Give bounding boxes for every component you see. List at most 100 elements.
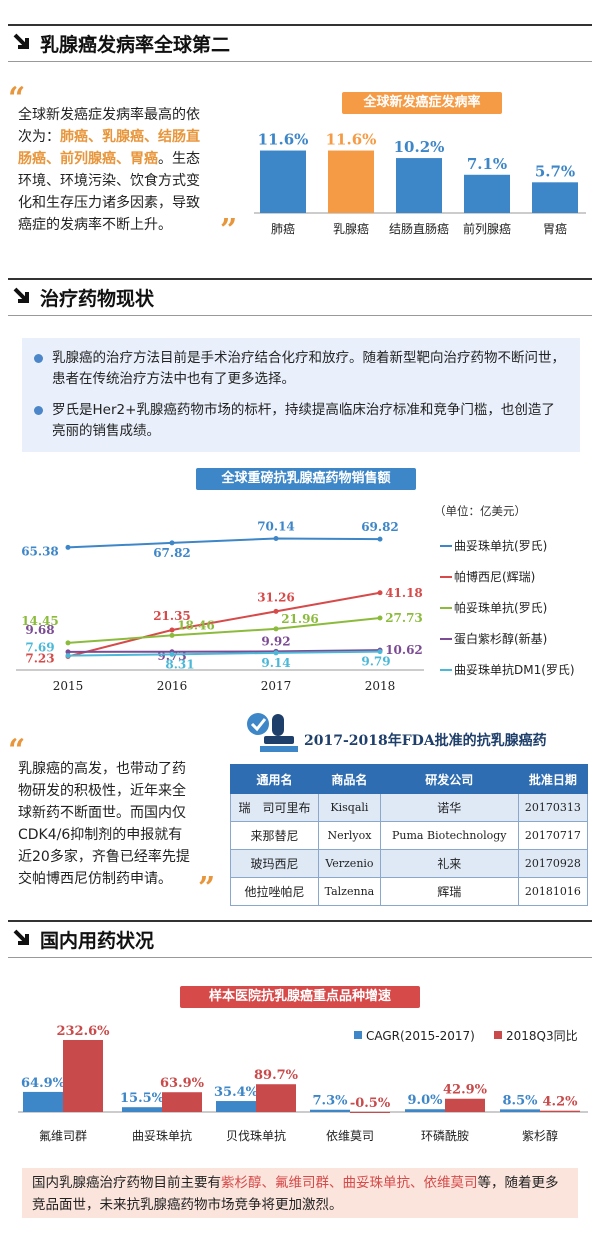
intro-line: 次为：肺癌、乳腺癌、结肠直 — [18, 126, 238, 148]
fda-table-title: 2017-2018年FDA批准的抗乳腺癌药 — [304, 733, 547, 749]
data-point — [273, 608, 279, 614]
bar — [162, 1092, 202, 1112]
table-cell: 来那替尼 — [229, 821, 320, 850]
data-label: 9.14 — [261, 656, 290, 670]
table-cell: Nerlyox — [318, 821, 381, 850]
table-cell: 他拉唑帕尼 — [229, 877, 320, 906]
data-label: 14.45 — [21, 614, 59, 628]
bar — [63, 1040, 103, 1112]
bar — [328, 150, 374, 213]
data-point — [377, 536, 383, 542]
data-label: 27.73 — [385, 611, 423, 625]
legend-label: 曲妥珠单抗DM1(罗氏) — [454, 662, 575, 677]
section-header-treatment: 治疗药物现状 — [0, 278, 600, 316]
data-label: 7.3% — [313, 1094, 349, 1109]
intro-line: 环境、环境污染、饮食方式变 — [18, 173, 200, 189]
bar — [122, 1107, 162, 1112]
data-label: 65.38 — [21, 544, 59, 558]
divider — [8, 61, 592, 62]
data-point — [377, 649, 383, 655]
rd-line: 物研发的积极性，近年来全 — [18, 783, 186, 799]
x-tick-label: 2016 — [157, 679, 188, 693]
table-row: 瑞 司可里布 Kisqali 诺华 20170313 — [229, 793, 589, 822]
intro-line: 癌症的发病率不断上升。 — [18, 217, 172, 233]
table-cell: Talzenna — [318, 877, 381, 906]
category-label: 肺癌 — [271, 221, 295, 236]
legend-swatch — [354, 1031, 362, 1039]
rd-line: 近20多家，齐鲁已经率先提 — [18, 849, 190, 865]
note-highlight: 紫杉醇、氟维司群、曲妥珠单抗、依维莫司 — [221, 1175, 478, 1191]
table-row: 来那替尼 Nerlyox Puma Biotechnology 20170717 — [229, 821, 589, 850]
legend-label: 帕妥珠单抗(罗氏) — [454, 600, 547, 615]
incidence-bar-chart: 11.6% 肺癌 11.6% 乳腺癌 10.2% 结肠直肠癌 7.1% 前列腺癌 5.7% 胃癌 — [254, 131, 586, 236]
divider — [8, 315, 592, 316]
data-label: 42.9% — [443, 1083, 488, 1098]
bar — [405, 1109, 445, 1112]
data-label: 9.68 — [25, 623, 54, 637]
category-label: 紫杉醇 — [522, 1128, 558, 1143]
x-tick-label: 2018 — [365, 679, 396, 693]
table-cell: 20170313 — [517, 793, 589, 822]
data-label: 31.26 — [257, 590, 295, 604]
table-cell: Verzenio — [318, 849, 381, 878]
bar — [260, 150, 306, 213]
table-cell: Kisqali — [318, 793, 381, 822]
legend-label: 2018Q3同比 — [506, 1029, 578, 1043]
category-label: 氟维司群 — [39, 1129, 87, 1143]
legend-swatch — [494, 1031, 502, 1039]
category-label: 曲妥珠单抗 — [132, 1128, 192, 1143]
series-line — [67, 537, 381, 549]
bar — [23, 1091, 63, 1112]
data-label: 9.0% — [408, 1093, 444, 1108]
data-label: 9.92 — [261, 634, 290, 648]
data-label: 5.7% — [535, 162, 575, 180]
bullet-item: 乳腺癌的治疗方法目前是手术治疗结合化疗和放疗。随着新型靶向治疗药物不断问世，患者… — [34, 348, 566, 390]
x-tick-label: 2017 — [261, 679, 292, 693]
legend-label: 曲妥珠单抗(罗氏) — [454, 538, 547, 553]
section-header-domestic: 国内用药状况 — [0, 920, 600, 958]
arrow-down-right-icon — [13, 929, 29, 945]
column-header: 研发公司 — [379, 764, 519, 794]
data-label: 8.31 — [165, 657, 194, 671]
rd-line: CDK4/6抑制剂的申报就有 — [18, 827, 183, 843]
fda-approval-table: 通用名 商品名 研发公司 批准日期 瑞 司可里布 Kisqali 诺华 2017… — [229, 764, 589, 906]
data-point — [377, 615, 383, 621]
section-title: 乳腺癌发病率全球第二 — [40, 34, 231, 56]
data-point — [65, 640, 71, 646]
rd-line: 乳腺癌的高发，也带动了药 — [18, 761, 186, 777]
data-label: 21.35 — [153, 609, 191, 623]
intro-text: 次为： — [18, 129, 60, 145]
legend-label: 蛋白紫杉醇(新基) — [454, 631, 547, 646]
data-label: 7.1% — [467, 155, 507, 173]
divider — [8, 920, 592, 922]
note-text: 国内乳腺癌治疗药物目前主要有 — [32, 1175, 221, 1191]
data-label: 11.6% — [326, 131, 377, 149]
rd-paragraph: 乳腺癌的高发，也带动了药 物研发的积极性，近年来全 球新药不断面世。而国内仅 C… — [18, 758, 228, 890]
data-label: 7.23 — [25, 651, 54, 665]
data-label: 64.9% — [21, 1076, 66, 1091]
table-row: 玻玛西尼 Verzenio 礼来 20170928 — [229, 849, 589, 878]
bar — [540, 1110, 580, 1112]
data-label: 63.9% — [160, 1076, 205, 1091]
intro-text: 。生态 — [158, 151, 200, 167]
section-header-incidence: 乳腺癌发病率全球第二 — [0, 24, 600, 62]
data-label: 89.7% — [254, 1068, 299, 1083]
rd-line: 交帕博西尼仿制药申请。 — [18, 871, 172, 887]
data-label: 67.82 — [153, 546, 191, 560]
column-header: 通用名 — [229, 764, 320, 794]
data-label: 232.6% — [56, 1024, 110, 1039]
table-row: 他拉唑帕尼 Talzenna 辉瑞 20181016 — [229, 877, 589, 906]
bar — [396, 158, 442, 213]
category-label: 贝伐珠单抗 — [226, 1128, 286, 1143]
bottom-note: 国内乳腺癌治疗药物目前主要有紫杉醇、氟维司群、曲妥珠单抗、依维莫司等，随着更多竞… — [22, 1168, 578, 1218]
divider — [8, 278, 592, 280]
data-label: 7.69 — [25, 641, 54, 655]
bar — [464, 174, 510, 213]
bar — [350, 1112, 390, 1113]
category-label: 结肠直肠癌 — [389, 221, 449, 236]
data-label: 10.2% — [394, 138, 445, 156]
category-label: 依维莫司 — [326, 1128, 374, 1143]
column-header: 商品名 — [318, 764, 381, 794]
chart-title-sales: 全球重磅抗乳腺癌药物销售额 — [196, 468, 416, 490]
section-title: 治疗药物现状 — [40, 288, 155, 310]
